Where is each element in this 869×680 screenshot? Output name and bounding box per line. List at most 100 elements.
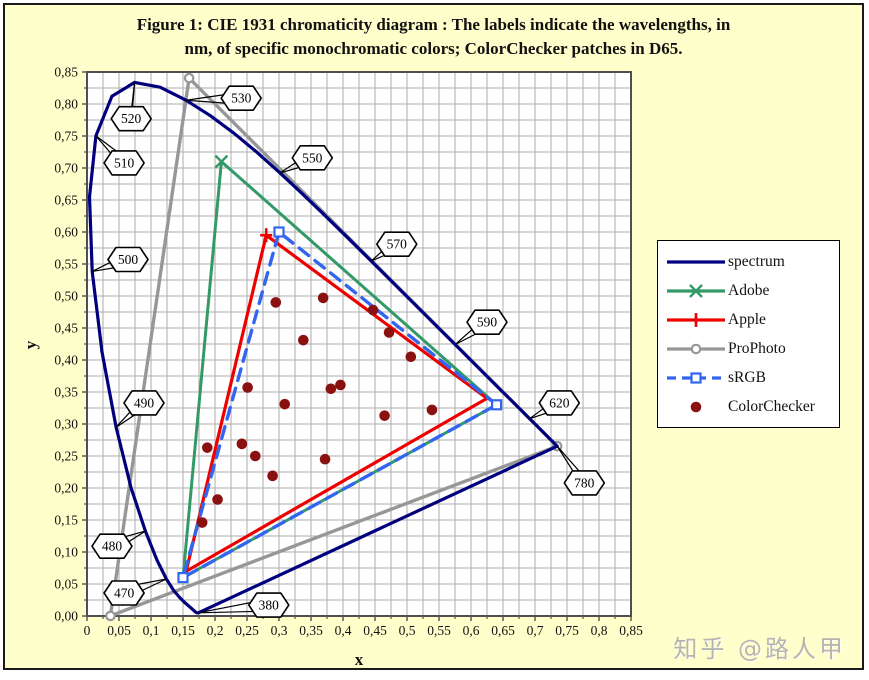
colorchecker-point bbox=[250, 450, 261, 462]
wavelength-hexagon-780 bbox=[563, 470, 606, 496]
legend-item-srgb: sRGB bbox=[664, 365, 835, 391]
srgb-square-marker bbox=[273, 226, 285, 238]
adobe-line-swatch bbox=[667, 283, 725, 298]
y-axis-title: y bbox=[21, 340, 40, 350]
spectrum-gamut-line bbox=[87, 80, 559, 615]
x-tick-label: 0,35 bbox=[299, 623, 323, 638]
wavelength-label-470: 470 bbox=[114, 585, 135, 600]
legend-item-adobe: Adobe bbox=[664, 278, 835, 304]
colorchecker-point bbox=[325, 383, 337, 395]
wavelength-label-480: 480 bbox=[102, 539, 123, 554]
colorchecker-point bbox=[196, 517, 208, 528]
y-tick-label: 0,30 bbox=[54, 417, 78, 432]
apple-line-swatch bbox=[667, 312, 725, 327]
y-tick-label: 0,80 bbox=[54, 97, 78, 112]
prophoto-circle-marker bbox=[183, 72, 195, 84]
colorchecker-point bbox=[267, 470, 278, 482]
legend-item-spectrum: spectrum bbox=[664, 249, 835, 275]
y-tick-label: 0,00 bbox=[54, 609, 78, 624]
wavelength-label-570: 570 bbox=[387, 237, 408, 252]
colorchecker-point bbox=[236, 438, 248, 450]
legend-label: Apple bbox=[728, 310, 766, 328]
prophoto-circle-marker bbox=[105, 610, 116, 622]
legend-label: ProPhoto bbox=[728, 339, 786, 357]
adobe-gamut-line bbox=[181, 160, 499, 580]
legend-label: ColorChecker bbox=[728, 397, 815, 415]
wavelength-hexagon-470 bbox=[103, 580, 145, 606]
wavelength-hexagon-570 bbox=[375, 231, 418, 257]
y-tick-label: 0,85 bbox=[54, 65, 78, 80]
y-tick-label: 0,55 bbox=[54, 257, 78, 272]
colorchecker-point bbox=[202, 442, 213, 453]
prophoto-line-swatch bbox=[667, 343, 725, 354]
x-tick-label: 0,45 bbox=[363, 623, 387, 638]
colorchecker-point bbox=[319, 453, 331, 465]
wavelength-hexagon-530 bbox=[220, 85, 263, 111]
x-tick-label: 0,7 bbox=[527, 623, 544, 638]
chromaticity-chart: 0 0,00 0,05 0,05 0,1 0,10 0,15 0,15 0,2 0,20 0,25 0… bbox=[54, 65, 643, 639]
colorchecker-point bbox=[383, 327, 395, 338]
wavelength-hexagon-380 bbox=[248, 592, 290, 618]
y-tick-label: 0,15 bbox=[54, 513, 78, 528]
wavelength-hexagon-490 bbox=[123, 390, 165, 416]
colorchecker-dot-swatch bbox=[690, 401, 702, 412]
wavelength-hexagon-480 bbox=[91, 533, 133, 560]
wavelength-hexagon-590 bbox=[466, 309, 508, 336]
x-tick-label: 0,4 bbox=[335, 623, 352, 638]
y-tick-label: 0,75 bbox=[54, 129, 78, 144]
x-tick-label: 0,3 bbox=[271, 623, 288, 638]
x-tick-label: 0,15 bbox=[171, 623, 195, 638]
x-tick-label: 0,1 bbox=[143, 623, 160, 638]
colorchecker-point bbox=[367, 304, 379, 316]
x-tick-label: 0,55 bbox=[427, 623, 451, 638]
legend-label: sRGB bbox=[728, 368, 766, 386]
y-tick-label: 0,60 bbox=[54, 225, 78, 240]
spectrum-line-swatch bbox=[667, 259, 725, 264]
colorchecker-point bbox=[212, 494, 223, 505]
y-tick-label: 0,70 bbox=[54, 161, 78, 176]
wavelength-label-520: 520 bbox=[121, 111, 142, 126]
wavelength-label-530: 530 bbox=[231, 91, 252, 106]
colorchecker-point bbox=[379, 410, 390, 421]
legend: spectrum Adobe Apple ProPhoto sRGB Color… bbox=[657, 240, 840, 428]
srgb-swatch-part bbox=[690, 371, 702, 384]
x-tick-label: 0,65 bbox=[491, 623, 515, 638]
legend-item-colorchecker: ColorChecker bbox=[664, 394, 835, 420]
y-tick-label: 0,40 bbox=[54, 353, 78, 368]
srgb-square-marker bbox=[177, 571, 189, 584]
wavelength-label-590: 590 bbox=[477, 315, 498, 330]
colorchecker-point bbox=[242, 382, 253, 393]
x-tick-label: 0,6 bbox=[463, 623, 480, 638]
y-tick-label: 0,65 bbox=[54, 193, 78, 208]
colorchecker-point bbox=[426, 404, 438, 416]
wavelength-label-780: 780 bbox=[574, 475, 595, 490]
srgb-gamut-line bbox=[181, 230, 499, 580]
figure-title-line2: nm, of specific monochromatic colors; Co… bbox=[184, 39, 683, 58]
y-tick-label: 0,50 bbox=[54, 289, 78, 304]
x-tick-label: 0 bbox=[84, 623, 91, 638]
y-tick-label: 0,45 bbox=[54, 321, 78, 336]
wavelength-hexagon-510 bbox=[103, 150, 145, 176]
x-tick-label: 0,8 bbox=[591, 623, 608, 638]
srgb-line-swatch bbox=[667, 371, 725, 384]
x-tick-label: 0,85 bbox=[619, 623, 643, 638]
prophoto-swatch-part bbox=[690, 343, 702, 354]
x-tick-label: 0,2 bbox=[207, 623, 224, 638]
colorchecker-point bbox=[279, 398, 291, 410]
x-axis-title: x bbox=[354, 650, 364, 669]
legend-label: spectrum bbox=[728, 252, 785, 270]
wavelength-label-550: 550 bbox=[302, 150, 323, 165]
wavelength-label-500: 500 bbox=[118, 252, 139, 267]
wavelength-hexagon-620 bbox=[538, 390, 581, 416]
colorchecker-point bbox=[317, 292, 329, 304]
y-tick-label: 0,35 bbox=[54, 385, 78, 400]
colorchecker-point bbox=[270, 297, 282, 308]
y-tick-label: 0,05 bbox=[54, 577, 78, 592]
x-tick-label: 0,25 bbox=[235, 623, 259, 638]
wavelength-hexagon-500 bbox=[107, 246, 149, 273]
wavelength-hexagon-520 bbox=[110, 105, 152, 132]
y-tick-label: 0,20 bbox=[54, 481, 78, 496]
colorchecker-point bbox=[298, 334, 309, 346]
figure-title-line1: Figure 1: CIE 1931 chromaticity diagram … bbox=[136, 15, 731, 34]
